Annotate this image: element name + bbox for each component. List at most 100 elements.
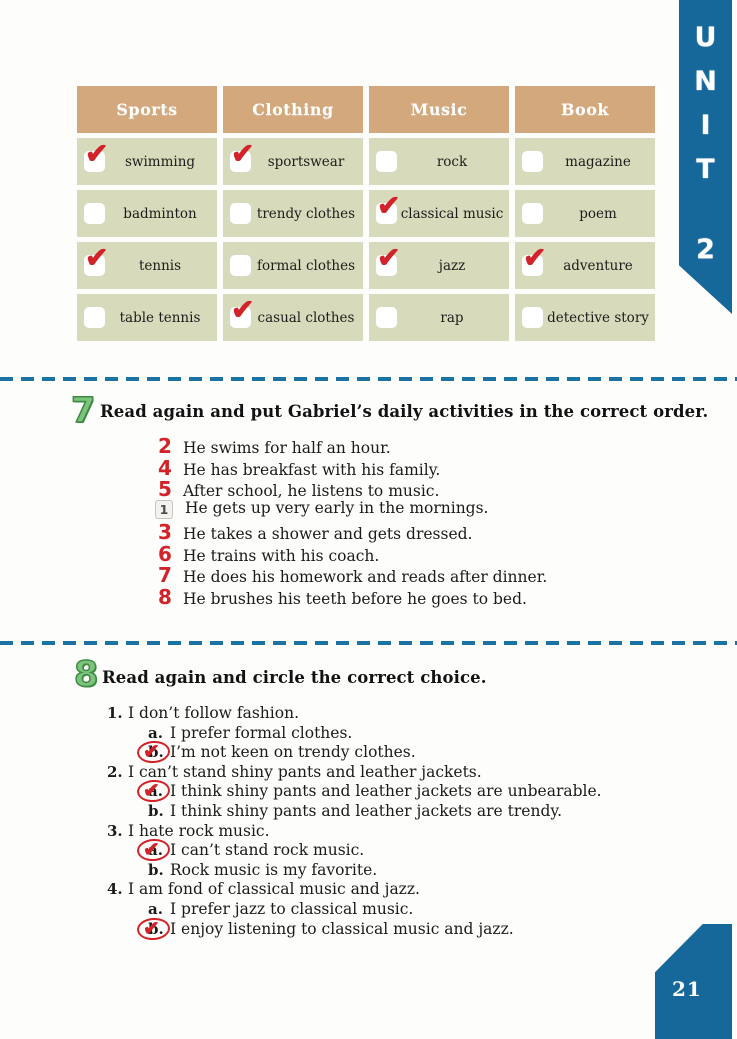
checkbox[interactable]: ✔ <box>230 296 254 328</box>
handwritten-answer[interactable]: 8 <box>158 584 172 609</box>
option-row[interactable]: a. I prefer jazz to classical music. <box>107 900 602 920</box>
answer-circle-icon <box>136 916 171 941</box>
option-row[interactable]: a. I prefer formal clothes. <box>107 724 602 744</box>
table-cell: trendy clothes <box>223 190 363 237</box>
cell-label: detective story <box>547 309 649 326</box>
cell-label: jazz <box>438 257 466 274</box>
option-text: I prefer jazz to classical music. <box>170 899 414 918</box>
option-text: I enjoy listening to classical music and… <box>170 919 514 938</box>
cell-label: table tennis <box>119 309 201 326</box>
column-header-sports: Sports <box>77 86 217 133</box>
checkbox[interactable] <box>230 255 251 276</box>
cell-label: sportswear <box>267 153 345 170</box>
activity-text: He swims for half an hour. <box>183 439 391 457</box>
question-row: 3. I hate rock music. <box>107 822 602 842</box>
question-number: 3. <box>107 821 123 840</box>
handwritten-answer[interactable]: 2 <box>158 434 172 458</box>
question-text: I am fond of classical music and jazz. <box>128 880 420 899</box>
cell-label: badminton <box>123 205 197 222</box>
column-header-book: Book <box>515 86 655 133</box>
unit-ribbon-letter: U <box>694 22 717 53</box>
activity-text: He does his homework and reads after din… <box>183 568 548 586</box>
option-letter: a. ✔ <box>136 837 171 863</box>
option-letter: b. ✔ <box>136 916 171 941</box>
dashed-divider-top <box>0 377 737 381</box>
checkbox[interactable] <box>522 203 543 224</box>
table-cell: ✔ sportswear <box>223 138 363 185</box>
order-list-item: 1 He gets up very early in the mornings. <box>155 499 547 521</box>
checkbox[interactable] <box>376 151 397 172</box>
checkbox[interactable]: ✔ <box>230 140 254 172</box>
cell-label: formal clothes <box>256 257 356 274</box>
checkbox[interactable] <box>522 151 543 172</box>
option-row[interactable]: b. Rock music is my favorite. <box>107 861 602 881</box>
table-cell: magazine <box>515 138 655 185</box>
question-text: I can’t stand shiny pants and leather ja… <box>128 762 482 781</box>
exercise-8-title: Read again and circle the correct choice… <box>102 668 487 687</box>
table-cell: ✔ jazz <box>369 242 509 289</box>
checkbox[interactable]: ✔ <box>376 192 400 224</box>
order-list-item: 4 He has breakfast with his family. <box>155 455 547 480</box>
option-row[interactable]: a. ✔ I can’t stand rock music. <box>107 837 602 863</box>
option-text: I can’t stand rock music. <box>170 841 365 860</box>
option-letter: b. <box>148 860 164 879</box>
check-mark-icon: ✔ <box>143 837 160 862</box>
cell-label: rap <box>440 309 464 326</box>
cell-label: swimming <box>124 153 196 170</box>
checkbox[interactable]: ✔ <box>522 244 546 276</box>
option-row[interactable]: b. ✔ I enjoy listening to classical music … <box>107 916 602 941</box>
activity-text: He has breakfast with his family. <box>183 460 441 479</box>
answer-circle-icon <box>136 779 171 804</box>
table-cell: table tennis <box>77 294 217 341</box>
unit-ribbon-letter: N <box>694 66 717 97</box>
handwritten-answer[interactable]: 3 <box>158 520 172 544</box>
handwritten-answer[interactable]: 7 <box>158 563 172 587</box>
question-text: I hate rock music. <box>128 821 270 840</box>
handwritten-answer[interactable]: 5 <box>158 477 172 501</box>
table-cell: ✔ swimming <box>77 138 217 185</box>
option-letter: b. ✔ <box>136 739 171 765</box>
checkbox[interactable]: ✔ <box>84 140 108 172</box>
page-number-corner: 21 <box>655 924 732 1039</box>
cell-label: rock <box>436 153 468 170</box>
preferences-table: Sports Clothing Music Book ✔ swimming ✔ sportsw… <box>77 86 655 341</box>
question-row: 1. I don’t follow fashion. <box>107 704 602 724</box>
order-list-item: 2 He swims for half an hour. <box>155 434 547 458</box>
table-cell: rock <box>369 138 509 185</box>
checkbox[interactable] <box>84 307 105 328</box>
checkbox[interactable]: ✔ <box>376 244 400 276</box>
order-list-item: 7 He does his homework and reads after di… <box>155 563 548 587</box>
checkbox[interactable] <box>522 307 543 328</box>
handwritten-answer[interactable]: 4 <box>158 455 172 480</box>
option-row[interactable]: b. I think shiny pants and leather jacket… <box>107 802 602 822</box>
cell-label: casual clothes <box>257 309 355 326</box>
order-list-item: 6 He trains with his coach. <box>155 541 547 566</box>
table-cell: ✔ adventure <box>515 242 655 289</box>
checkbox[interactable] <box>84 203 105 224</box>
option-row[interactable]: a. ✔ I think shiny pants and leather jacke… <box>107 778 602 804</box>
checkbox[interactable]: ✔ <box>84 244 108 276</box>
option-text: I prefer formal clothes. <box>170 723 353 742</box>
activity-text: After school, he listens to music. <box>183 482 440 500</box>
page-number: 21 <box>672 977 702 1001</box>
option-row[interactable]: b. ✔ I’m not keen on trendy clothes. <box>107 739 602 765</box>
table-cell: rap <box>369 294 509 341</box>
order-list-item: 5 After school, he listens to music. <box>155 477 547 501</box>
unit-ribbon-letter: 2 <box>696 234 715 265</box>
question-number: 4. <box>107 880 123 899</box>
activity-text: He brushes his teeth before he goes to b… <box>183 589 527 608</box>
table-cell: ✔ tennis <box>77 242 217 289</box>
table-cell: ✔ casual clothes <box>223 294 363 341</box>
option-text: I think shiny pants and leather jackets … <box>170 801 562 820</box>
handwritten-answer[interactable]: 6 <box>158 541 172 566</box>
exercise-7-title: Read again and put Gabriel’s daily activ… <box>100 402 709 421</box>
checkbox[interactable] <box>376 307 397 328</box>
check-mark-icon: ✔ <box>143 778 160 803</box>
checkbox[interactable] <box>230 203 251 224</box>
option-letter: a. <box>148 723 163 742</box>
column-header-clothing: Clothing <box>223 86 363 133</box>
check-mark-icon: ✔ <box>143 739 160 764</box>
